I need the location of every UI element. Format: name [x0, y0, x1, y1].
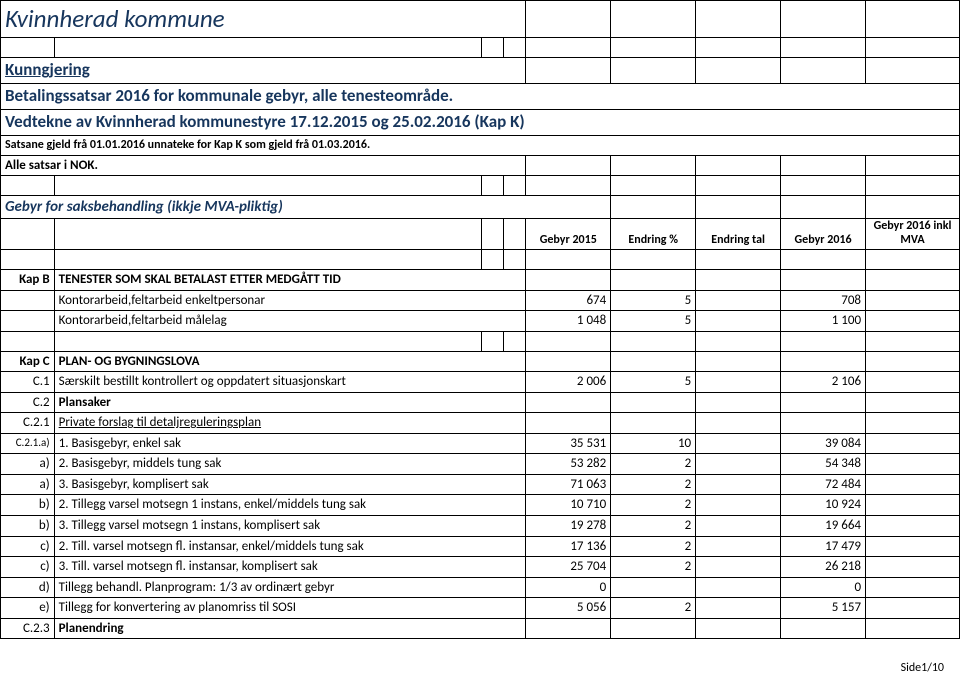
row-desc: Tillegg for konvertering av planomriss t… [54, 598, 526, 619]
table-row: d) Tillegg behandl. Planprogram: 1/3 av … [1, 577, 960, 598]
row-desc: 2. Basisgebyr, middels tung sak [54, 454, 526, 475]
doc-title: Kvinnherad kommune [1, 1, 526, 38]
row-code: b) [1, 495, 55, 516]
cell-g2016: 54 348 [781, 454, 866, 475]
cell-g2015: 674 [526, 290, 611, 311]
cell-g2015: 53 282 [526, 454, 611, 475]
table-row: c) 3. Till. varsel motsegn fl. instansar… [1, 557, 960, 578]
cell-pct: 2 [611, 598, 696, 619]
row-code: a) [1, 454, 55, 475]
cell-g2016: 19 664 [781, 515, 866, 536]
cell-pct: 2 [611, 515, 696, 536]
row-desc: Særskilt bestillt kontrollert og oppdate… [54, 372, 526, 393]
adopted-line: Vedtekne av Kvinnherad kommunestyre 17.1… [1, 109, 960, 135]
cell-g2015: 5 056 [526, 598, 611, 619]
row-desc: 3. Till. varsel motsegn fl. instansar, k… [54, 557, 526, 578]
row-code: C.2 [1, 392, 55, 413]
cell-pct: 5 [611, 311, 696, 332]
cell-g2016: 17 479 [781, 536, 866, 557]
cell-pct: 2 [611, 557, 696, 578]
row-code: C.2.1.a) [1, 433, 55, 454]
cell-g2015: 19 278 [526, 515, 611, 536]
row-desc: 2. Till. varsel motsegn fl. instansar, e… [54, 536, 526, 557]
section-saksbehandling: Gebyr for saksbehandling (ikkje MVA-plik… [1, 196, 611, 219]
validity-note: Satsane gjeld frå 01.01.2016 unnateke fo… [1, 135, 960, 155]
table-row: a) 2. Basisgebyr, middels tung sak 53 28… [1, 454, 960, 475]
hdr-gebyr-2016: Gebyr 2016 [781, 219, 866, 250]
row-code: b) [1, 515, 55, 536]
row-desc: 3. Tillegg varsel motsegn 1 instans, kom… [54, 515, 526, 536]
cell-pct: 10 [611, 433, 696, 454]
cell-g2016: 1 100 [781, 311, 866, 332]
row-desc: 1. Basisgebyr, enkel sak [54, 433, 526, 454]
row-desc: Kontorarbeid,feltarbeid målelag [54, 311, 526, 332]
row-code: c) [1, 536, 55, 557]
cell-g2015: 25 704 [526, 557, 611, 578]
cell-g2016: 72 484 [781, 474, 866, 495]
cell-g2015: 2 006 [526, 372, 611, 393]
row-desc: Tillegg behandl. Planprogram: 1/3 av ord… [54, 577, 526, 598]
cell-pct [611, 577, 696, 598]
cell-g2015: 10 710 [526, 495, 611, 516]
kap-b-code: Kap B [1, 269, 55, 290]
row-code: e) [1, 598, 55, 619]
cell-pct: 2 [611, 454, 696, 475]
table-row: e) Tillegg for konvertering av planomris… [1, 598, 960, 619]
row-desc: Plansaker [54, 392, 526, 413]
cell-g2016: 0 [781, 577, 866, 598]
cell-g2016: 5 157 [781, 598, 866, 619]
cell-pct: 2 [611, 474, 696, 495]
subtitle-line: Betalingssatsar 2016 for kommunale gebyr… [1, 83, 960, 109]
row-desc: Private forslag til detaljreguleringspla… [54, 413, 526, 434]
cell-pct: 2 [611, 495, 696, 516]
row-code: C.1 [1, 372, 55, 393]
cell-g2015: 17 136 [526, 536, 611, 557]
cell-g2016: 26 218 [781, 557, 866, 578]
cell-pct: 2 [611, 536, 696, 557]
kap-c-title: PLAN- OG BYGNINGSLOVA [54, 351, 526, 372]
row-code: C.2.1 [1, 413, 55, 434]
row-code: a) [1, 474, 55, 495]
row-code: c) [1, 557, 55, 578]
cell-g2016: 2 106 [781, 372, 866, 393]
cell-pct: 5 [611, 372, 696, 393]
row-desc: Kontorarbeid,feltarbeid enkeltpersonar [54, 290, 526, 311]
table-row: c) 2. Till. varsel motsegn fl. instansar… [1, 536, 960, 557]
cell-g2015: 71 063 [526, 474, 611, 495]
fee-table: Kvinnherad kommune Kunngjering Betalings… [0, 0, 960, 639]
row-desc: Planendring [54, 618, 526, 639]
table-row: Kontorarbeid,feltarbeid enkeltpersonar 6… [1, 290, 960, 311]
currency-note: Alle satsar i NOK. [1, 155, 526, 176]
cell-g2016: 39 084 [781, 433, 866, 454]
table-row: Kontorarbeid,feltarbeid målelag 1 048 5 … [1, 311, 960, 332]
row-code: d) [1, 577, 55, 598]
hdr-endring-tal: Endring tal [696, 219, 781, 250]
cell-g2016: 708 [781, 290, 866, 311]
cell-g2015: 35 531 [526, 433, 611, 454]
kap-c-code: Kap C [1, 351, 55, 372]
cell-g2015: 0 [526, 577, 611, 598]
kap-b-title: TENESTER SOM SKAL BETALAST ETTER MEDGÅTT… [54, 269, 526, 290]
row-code: C.2.3 [1, 618, 55, 639]
cell-g2016: 10 924 [781, 495, 866, 516]
cell-g2015: 1 048 [526, 311, 611, 332]
row-desc: 2. Tillegg varsel motsegn 1 instans, enk… [54, 495, 526, 516]
table-row: b) 2. Tillegg varsel motsegn 1 instans, … [1, 495, 960, 516]
announcement-heading: Kunngjering [1, 57, 526, 83]
table-row: C.2.1.a) 1. Basisgebyr, enkel sak 35 531… [1, 433, 960, 454]
table-row: b) 3. Tillegg varsel motsegn 1 instans, … [1, 515, 960, 536]
hdr-gebyr-2016-mva: Gebyr 2016 inkl MVA [866, 219, 960, 250]
hdr-endring-pct: Endring % [611, 219, 696, 250]
cell-pct: 5 [611, 290, 696, 311]
page-number: Side1/10 [901, 661, 944, 675]
table-row: C.1 Særskilt bestillt kontrollert og opp… [1, 372, 960, 393]
hdr-gebyr-2015: Gebyr 2015 [526, 219, 611, 250]
row-desc: 3. Basisgebyr, komplisert sak [54, 474, 526, 495]
table-row: a) 3. Basisgebyr, komplisert sak 71 063 … [1, 474, 960, 495]
